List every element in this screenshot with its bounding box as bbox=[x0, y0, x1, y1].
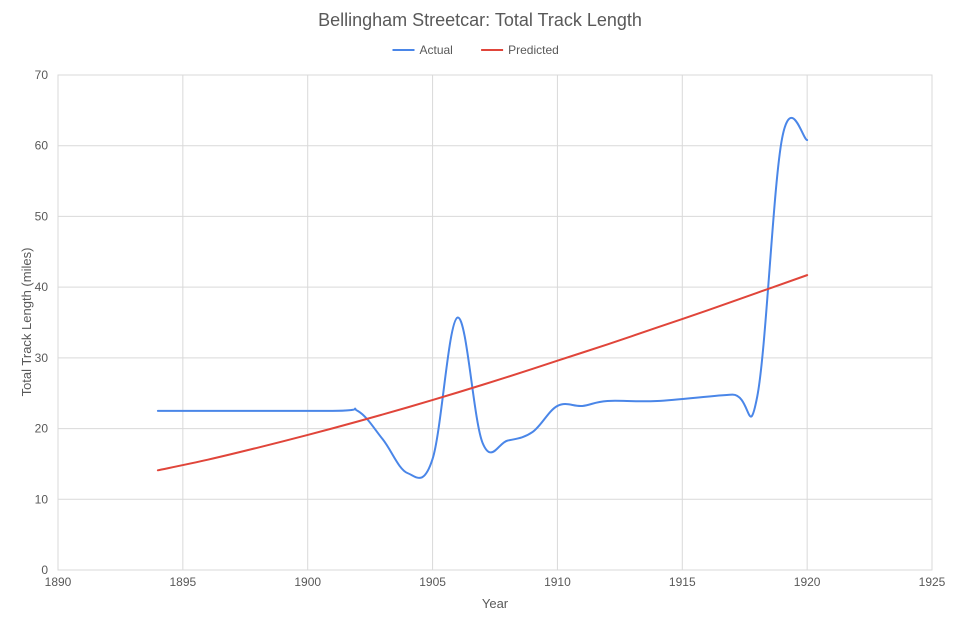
legend-item-actual: Actual bbox=[392, 43, 453, 57]
legend-label: Predicted bbox=[508, 43, 559, 57]
series-line-predicted bbox=[156, 274, 809, 472]
y-tick-label: 10 bbox=[35, 492, 49, 506]
tick-labels: 1890 1895 1900 1905 1910 1915 1920 1925 0 10 20 30 4… bbox=[35, 68, 946, 589]
x-axis-label: Year bbox=[482, 596, 509, 611]
legend-label: Actual bbox=[420, 43, 453, 57]
x-tick-label: 1925 bbox=[919, 575, 946, 589]
plot-area-frame bbox=[57, 74, 933, 571]
x-tick-label: 1910 bbox=[544, 575, 571, 589]
grid-lines bbox=[57, 74, 933, 571]
y-tick-label: 20 bbox=[35, 422, 49, 436]
series-line-actual bbox=[156, 117, 809, 479]
legend: Actual Predicted bbox=[392, 43, 559, 57]
y-tick-label: 30 bbox=[35, 351, 49, 365]
x-tick-label: 1915 bbox=[669, 575, 696, 589]
x-tick-label: 1920 bbox=[794, 575, 821, 589]
x-tick-label: 1895 bbox=[170, 575, 197, 589]
x-tick-label: 1905 bbox=[419, 575, 446, 589]
y-tick-label: 40 bbox=[35, 280, 49, 294]
x-tick-label: 1900 bbox=[294, 575, 321, 589]
y-tick-label: 0 bbox=[41, 563, 48, 577]
legend-item-predicted: Predicted bbox=[481, 43, 559, 57]
x-tick-label: 1890 bbox=[45, 575, 72, 589]
y-tick-label: 70 bbox=[35, 68, 49, 82]
y-axis-label: Total Track Length (miles) bbox=[19, 248, 34, 397]
y-tick-label: 60 bbox=[35, 139, 49, 153]
y-tick-label: 50 bbox=[35, 209, 49, 223]
chart-title: Bellingham Streetcar: Total Track Length bbox=[318, 10, 642, 30]
series-layer bbox=[156, 117, 809, 479]
